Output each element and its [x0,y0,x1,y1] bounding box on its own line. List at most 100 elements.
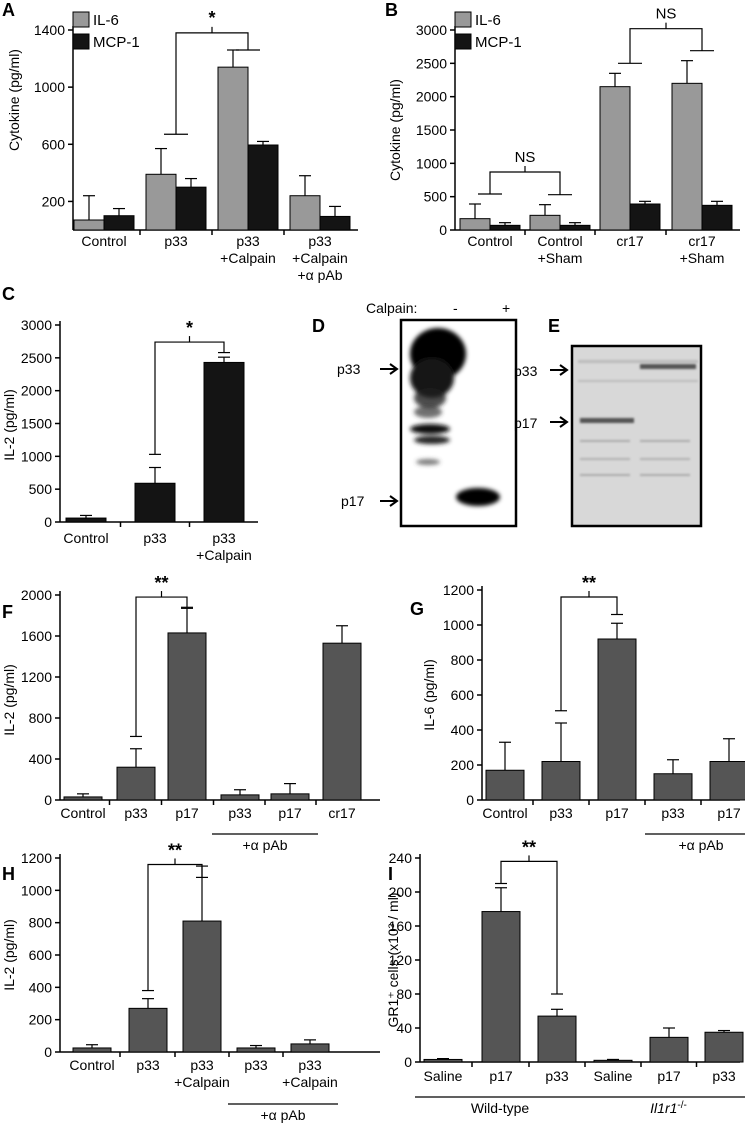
bar [65,517,107,523]
blot-lane-minus: - [453,300,458,316]
y-tick-label: 40 [396,1020,412,1036]
bar [541,761,581,801]
y-tick-label: 500 [29,481,53,497]
category-label: p33 [136,1057,160,1073]
bar [593,1059,633,1063]
category-label: p33 [212,530,236,546]
y-tick-label: 1000 [34,79,65,95]
y-tick-label: 1500 [416,122,447,138]
y-tick-label: 400 [29,751,53,767]
y-tick-label: 200 [451,757,475,773]
sig-label: NS [515,149,536,166]
panel-F: F IL-2 (pg/ml) 0 400 800 1200 1600 2000 Control p… [1,573,380,853]
group-label: +α pAb [242,837,287,853]
y-tick-label: 1600 [21,628,52,644]
group-label: +α pAb [260,1107,305,1123]
category-label: p33 [661,805,685,821]
panel-letter-D: D [312,316,325,336]
category-label: Control [81,233,126,249]
bar [481,911,521,1063]
category-label: Control [60,805,105,821]
category-label: p33 [298,1057,322,1073]
category-label: p33 [143,530,167,546]
y-tick-label: 400 [451,722,475,738]
sig-bracket [629,28,703,64]
legend-label: MCP-1 [475,34,522,51]
y-tick-label: 200 [29,1012,53,1028]
category-label: p33 [228,805,252,821]
y-tick-label: 1000 [21,882,52,898]
category-label: p17 [489,1068,513,1084]
blot-E-frame [570,344,703,528]
blot-E-arrow-p33 [550,364,569,376]
bar [116,766,156,801]
y-axis-label: GR1⁺ cells (x10³ / ml) [385,893,401,1028]
y-tick-label: 120 [389,952,413,968]
y-tick-label: 0 [439,222,447,238]
blot-E-marker-p33: p33 [514,363,538,379]
bar [704,1031,744,1063]
bar [203,361,245,523]
group-label: Wild-type [471,1100,530,1116]
bar [134,482,176,523]
category-label: p17 [175,805,199,821]
bar [167,632,207,801]
y-tick-label: 2500 [416,55,447,71]
category-label: +Calpain [282,1074,338,1090]
y-tick-label: 2000 [416,89,447,105]
category-label: p33 [308,233,332,249]
category-label: Control [537,233,582,249]
legend-label: IL-6 [475,12,501,29]
panel-letter-H: H [2,864,15,884]
y-tick-label: 0 [44,792,52,808]
group-label: Il1r1-/- [650,1100,687,1117]
bar [236,1047,276,1053]
category-label: Saline [594,1068,633,1084]
category-label: p33 [124,805,148,821]
blot-D-arrow-p17 [380,495,399,507]
bar [145,173,177,231]
category-label: p33 [244,1057,268,1073]
category-label: Control [63,530,108,546]
bar [701,204,733,231]
legend-label: IL-6 [93,12,119,29]
category-label: p33 [545,1068,569,1084]
y-tick-label: 0 [44,514,52,530]
bar [270,793,310,801]
panel-letter-F: F [2,602,13,622]
sig-label: ** [168,840,182,860]
y-tick-label: 1000 [443,617,474,633]
panel-letter-B: B [385,0,398,20]
panel-letter-A: A [2,0,15,20]
category-label: cr17 [688,233,715,249]
legend-swatch [72,33,90,50]
category-label: p33 [712,1068,736,1084]
y-tick-label: 1200 [21,850,52,866]
bar [220,794,260,801]
bar [653,773,693,801]
y-axis-label: IL-2 (pg/ml) [1,664,17,736]
panel-C: C IL-2 (pg/ml) 0 500 1000 1500 2000 2500 3000 Con… [1,284,258,563]
bar [175,186,207,231]
category-label: +Calpain [292,250,348,266]
bar [597,638,637,801]
bar [423,1058,463,1063]
category-label: p17 [657,1068,681,1084]
category-label: p17 [717,805,741,821]
y-tick-label: 1200 [21,669,52,685]
blot-E-bands [578,360,698,476]
blot-D-bands [410,328,500,506]
y-tick-label: 500 [424,189,448,205]
sig-label: * [186,318,193,338]
panel-letter-G: G [410,599,424,619]
category-label: p33 [164,233,188,249]
y-tick-label: 200 [389,884,413,900]
y-tick-label: 600 [42,136,66,152]
y-tick-label: 2500 [21,350,52,366]
bar [128,1007,168,1053]
y-axis-label: IL-2 (pg/ml) [1,389,17,461]
bar [599,86,631,231]
panel-letter-E: E [548,316,560,336]
category-label: cr17 [616,233,643,249]
y-axis-label: IL-2 (pg/ml) [1,919,17,991]
